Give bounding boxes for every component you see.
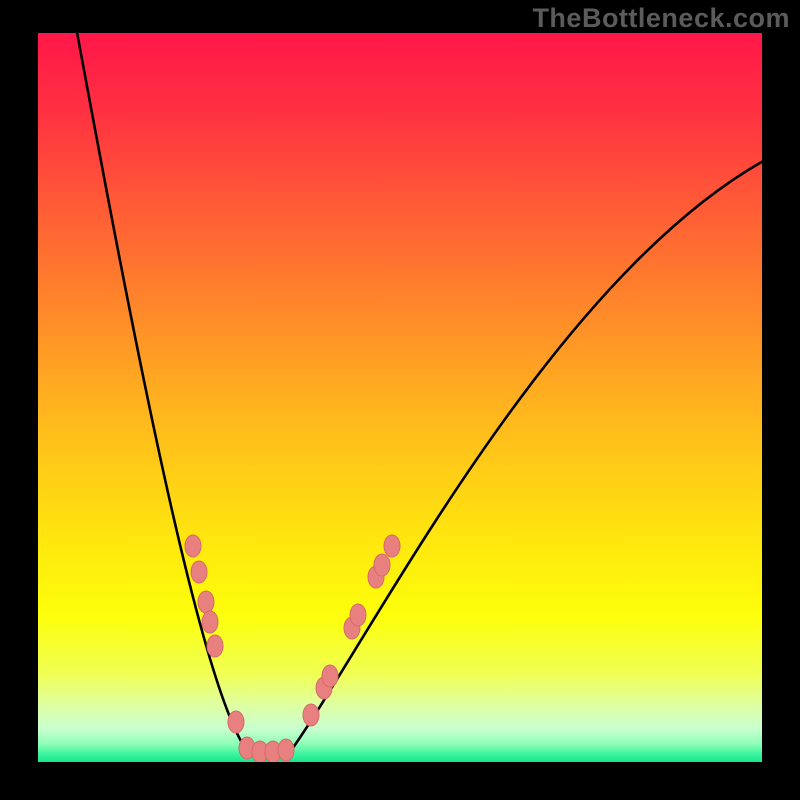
bottleneck-chart — [0, 0, 800, 800]
data-marker — [185, 535, 201, 557]
data-marker — [350, 604, 366, 626]
data-marker — [198, 591, 214, 613]
data-marker — [384, 535, 400, 557]
data-marker — [202, 611, 218, 633]
data-marker — [374, 554, 390, 576]
data-marker — [303, 704, 319, 726]
data-marker — [207, 635, 223, 657]
data-marker — [191, 561, 207, 583]
watermark-text: TheBottleneck.com — [532, 3, 790, 34]
data-marker — [322, 665, 338, 687]
data-marker — [278, 739, 294, 761]
data-marker — [228, 711, 244, 733]
